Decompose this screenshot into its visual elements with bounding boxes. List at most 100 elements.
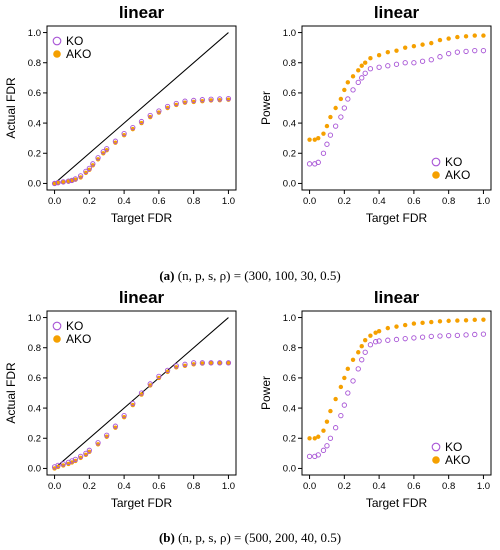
data-point-ko [376, 64, 382, 70]
data-point-ko [324, 443, 330, 449]
data-point-ako [147, 114, 153, 120]
y-tick-label: 0.4 [28, 403, 41, 414]
data-point-ako [321, 131, 326, 136]
data-point-ako [130, 126, 136, 132]
x-tick-label: 0.2 [83, 196, 96, 207]
data-point-ako [139, 120, 144, 126]
data-point-ako [95, 157, 101, 162]
data-point-ko [147, 381, 153, 387]
data-point-ako [342, 375, 347, 381]
data-point-ko [454, 332, 461, 339]
data-point-ako [455, 318, 460, 323]
x-tick-label: 0.6 [407, 196, 420, 207]
data-point-ko [446, 333, 452, 339]
y-tick-label: 1.0 [283, 313, 296, 324]
x-axis-label: Target FDR [111, 496, 173, 510]
series-ko [306, 331, 487, 460]
y-tick-label: 0.2 [283, 149, 296, 160]
data-point-ko [472, 48, 478, 54]
data-point-ako [429, 319, 434, 325]
data-point-ko [372, 339, 379, 345]
x-tick-label: 0.8 [442, 196, 455, 207]
data-point-ako [312, 436, 317, 441]
chart-panel-3: linear 0.0 0.2 0.4 0.6 0.8 1.0 0.0 0.2 0.4 0.6 0.8 1… [4, 288, 237, 510]
data-point-ko [385, 63, 391, 69]
data-point-ako [104, 434, 109, 439]
data-point-ako [83, 170, 89, 176]
x-tick-label: 0.2 [338, 481, 351, 492]
data-point-ako [66, 461, 71, 467]
data-point-ako [411, 43, 417, 49]
x-tick-label: 1.0 [477, 196, 490, 207]
data-point-ko [86, 447, 92, 453]
data-point-ako [437, 319, 443, 324]
data-point-ko [156, 108, 162, 114]
caption-a: (a) (n, p, s, ρ) = (300, 100, 30, 0.5) [0, 268, 500, 284]
plot-frame [46, 25, 237, 191]
x-tick-label: 0.6 [152, 196, 165, 207]
y-tick-label: 0.6 [28, 373, 41, 384]
data-point-ko [156, 373, 162, 380]
data-point-ko [104, 146, 110, 152]
data-point-ko [385, 337, 391, 343]
y-tick-label: 0.0 [28, 179, 41, 190]
y-tick-label: 0.2 [28, 434, 41, 445]
data-point-ko [55, 462, 61, 469]
data-point-ako [174, 365, 179, 370]
legend-label-ako: AKO [445, 453, 470, 467]
data-point-ko [173, 100, 179, 107]
x-tick-label: 0.2 [83, 481, 96, 492]
data-point-ako [101, 151, 106, 156]
data-point-ako [83, 452, 89, 458]
legend-label-ko: KO [445, 440, 462, 454]
series-ako [307, 33, 486, 142]
series-ko [306, 48, 487, 167]
data-point-ako [411, 321, 417, 326]
data-point-ko [217, 360, 223, 366]
data-point-ako [481, 317, 486, 322]
chart-panel-4: linear 0.0 0.2 0.4 0.6 0.8 1.0 0.0 0.2 0.4 0.6 0.8 1… [259, 288, 492, 510]
y-tick-label: 0.8 [28, 58, 41, 69]
data-point-ko [332, 425, 339, 431]
data-point-ako [147, 383, 153, 388]
y-tick-label: 1.0 [28, 313, 41, 324]
legend-label-ko: KO [445, 155, 462, 169]
data-point-ko [320, 447, 327, 453]
data-point-ko [147, 112, 153, 119]
caption-b-tag: (b) [158, 530, 175, 545]
data-point-ko [345, 96, 351, 102]
data-point-ako [338, 96, 344, 102]
x-tick-label: 0.6 [407, 481, 420, 492]
data-point-ako [113, 140, 118, 145]
data-point-ako [363, 60, 368, 65]
data-point-ko [315, 159, 321, 165]
data-point-ko [60, 461, 66, 467]
data-point-ko [191, 360, 197, 366]
data-point-ko [402, 60, 408, 66]
data-point-ako [208, 360, 214, 366]
data-point-ako [402, 45, 408, 50]
data-point-ako [121, 414, 127, 420]
data-point-ako [328, 408, 333, 414]
data-point-ako [385, 325, 391, 331]
data-point-ako [481, 33, 486, 38]
x-tick-label: 0.4 [118, 196, 131, 207]
series-ako [307, 317, 486, 441]
data-point-ko [367, 66, 374, 72]
data-point-ko [121, 412, 127, 419]
data-point-ko [411, 60, 417, 66]
plot-frame [301, 25, 492, 191]
data-point-ko [164, 367, 171, 374]
data-point-ako [121, 132, 127, 138]
data-point-ako [463, 34, 469, 39]
data-point-ako [139, 392, 144, 397]
data-point-ko [306, 161, 313, 167]
data-point-ako [191, 362, 196, 367]
data-point-ako [174, 102, 179, 108]
legend-marker-ako [432, 171, 440, 179]
data-point-ako [226, 360, 231, 366]
data-point-ko [225, 95, 232, 102]
data-point-ko [437, 333, 443, 339]
